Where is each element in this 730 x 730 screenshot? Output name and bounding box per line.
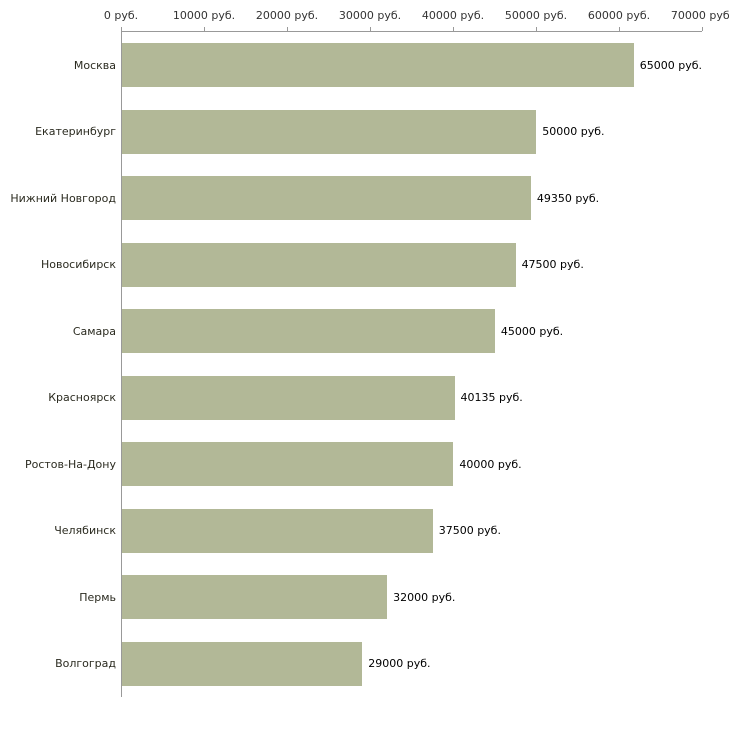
x-axis-tick-label: 40000 руб. bbox=[421, 9, 485, 22]
plot-area: Москва 65000 руб. Екатеринбург 50000 руб. Ни… bbox=[10, 31, 702, 698]
category-label: Красноярск bbox=[48, 391, 116, 405]
bar bbox=[122, 375, 455, 420]
bar-row: Красноярск 40135 руб. bbox=[48, 365, 702, 432]
category-label: Самара bbox=[72, 324, 116, 338]
value-label: 32000 руб. bbox=[393, 590, 456, 604]
value-label: 45000 руб. bbox=[500, 324, 564, 338]
x-axis-tick-label: 30000 руб. bbox=[338, 9, 402, 22]
bar bbox=[122, 508, 433, 553]
category-label: Новосибирск bbox=[40, 258, 116, 272]
x-axis-tick-mark bbox=[204, 27, 205, 31]
value-label: 29000 руб. bbox=[368, 657, 431, 671]
category-label: Пермь bbox=[79, 590, 116, 604]
bar-row: Самара 45000 руб. bbox=[73, 298, 702, 365]
category-label: Нижний Новгород bbox=[10, 191, 116, 205]
value-label: 49350 руб. bbox=[536, 191, 600, 205]
bar bbox=[122, 309, 495, 354]
bar bbox=[122, 442, 454, 487]
x-axis-tick-mark bbox=[619, 27, 620, 31]
bar-row: Новосибирск 47500 руб. bbox=[41, 232, 702, 299]
x-axis-tick-mark bbox=[702, 27, 703, 31]
bar bbox=[122, 575, 388, 620]
x-axis-tick-mark bbox=[287, 27, 288, 31]
x-axis-tick-label: 70000 руб. bbox=[670, 9, 730, 22]
x-axis: 0 руб. 10000 руб. 20000 руб. 30000 руб. 4000… bbox=[104, 0, 730, 31]
value-label: 40000 руб. bbox=[459, 457, 522, 471]
bar-row: Нижний Новгород 49350 руб. bbox=[10, 165, 702, 232]
bar-row: Москва 65000 руб. bbox=[74, 32, 702, 99]
x-axis-tick-mark bbox=[453, 27, 454, 31]
bar-row: Пермь 32000 руб. bbox=[79, 564, 702, 631]
category-label: Ростов-На-Дону bbox=[24, 457, 116, 471]
x-axis-tick-label: 10000 руб. bbox=[172, 9, 236, 22]
bar-row: Екатеринбург 50000 руб. bbox=[35, 99, 702, 166]
x-axis-tick-mark bbox=[536, 27, 537, 31]
value-label: 47500 руб. bbox=[521, 258, 584, 272]
bar bbox=[122, 176, 531, 221]
value-label: 65000 руб. bbox=[639, 58, 702, 72]
bar-row: Челябинск 37500 руб. bbox=[54, 498, 702, 565]
bar-row: Ростов-На-Дону 40000 руб. bbox=[25, 431, 702, 498]
value-label: 37500 руб. bbox=[438, 524, 501, 538]
bar bbox=[122, 641, 363, 686]
x-axis-tick-mark bbox=[370, 27, 371, 31]
x-axis-tick-label: 20000 руб. bbox=[255, 9, 319, 22]
category-label: Челябинск bbox=[54, 524, 116, 538]
x-axis-tick-mark bbox=[121, 27, 122, 31]
value-label: 50000 руб. bbox=[542, 125, 605, 139]
x-axis-tick-label: 0 руб. bbox=[103, 9, 139, 22]
bar bbox=[122, 242, 516, 287]
category-label: Екатеринбург bbox=[35, 125, 116, 139]
category-label: Москва bbox=[73, 58, 116, 72]
bar bbox=[122, 109, 537, 154]
x-axis-tick-label: 60000 руб. bbox=[587, 9, 651, 22]
x-axis-tick-label: 50000 руб. bbox=[504, 9, 568, 22]
value-label: 40135 руб. bbox=[460, 391, 523, 405]
bar bbox=[122, 43, 634, 88]
bar-row: Волгоград 29000 руб. bbox=[55, 631, 702, 698]
category-label: Волгоград bbox=[55, 657, 116, 671]
